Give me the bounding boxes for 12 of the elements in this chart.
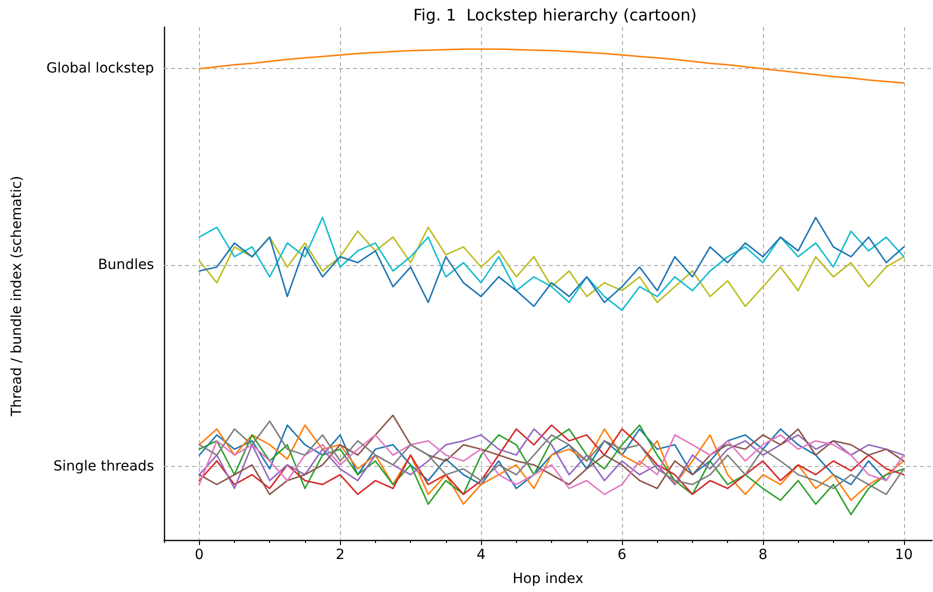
ref-line-label: Bundles — [98, 257, 154, 274]
x-tick-label: 0 — [194, 547, 204, 563]
ref-line-label: Global lockstep — [46, 60, 154, 77]
x-tick-label: 10 — [894, 547, 913, 563]
chart-title: Fig. 1 Lockstep hierarchy (cartoon) — [413, 6, 697, 24]
x-tick-label: 2 — [336, 547, 345, 563]
x-tick-label: 6 — [618, 547, 627, 563]
x-axis-title: Hop index — [512, 571, 584, 587]
x-tick-label: 4 — [476, 547, 486, 563]
x-tick-label: 8 — [758, 547, 768, 563]
text: Thread / bundle index (schematic) — [9, 176, 25, 418]
ref-line-label: Single threads — [53, 458, 154, 474]
